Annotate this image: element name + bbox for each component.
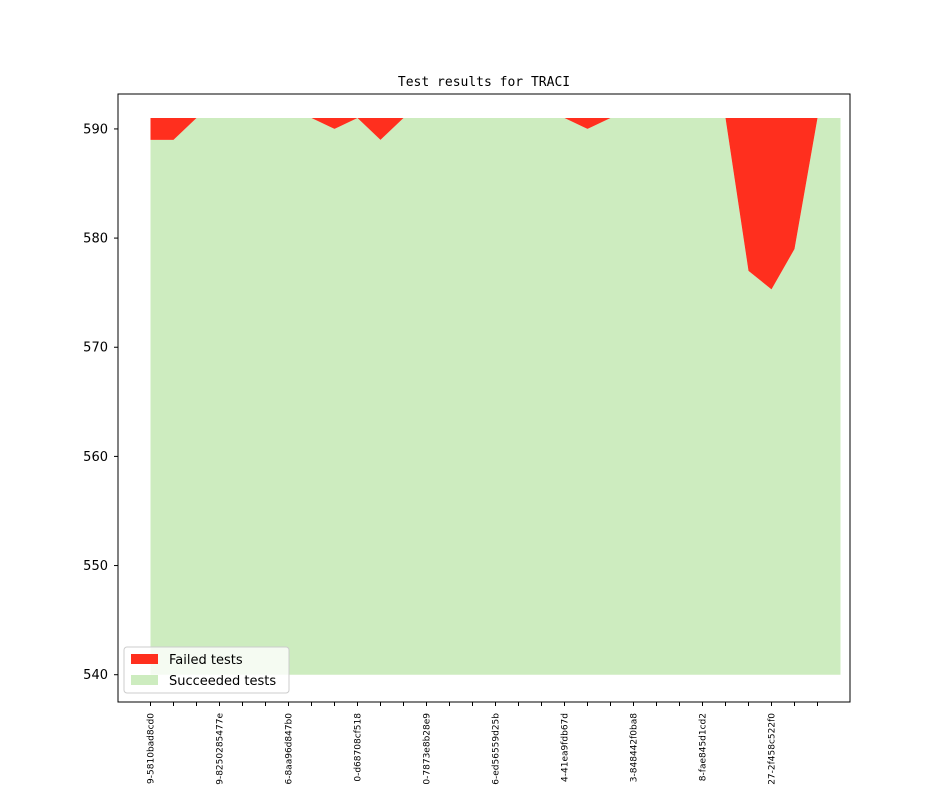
- x-tick-label: 27-2f458c522f0: [768, 713, 778, 785]
- y-tick-label: 540: [83, 668, 108, 683]
- chart-title: Test results for TRACI: [398, 75, 570, 90]
- failed-area: [150, 118, 841, 290]
- legend-swatch-failed: [131, 654, 158, 664]
- legend-label-failed: Failed tests: [169, 653, 243, 668]
- legend-label-succeeded: Succeeded tests: [169, 674, 276, 689]
- x-axis: 9-5810bad8cd0 9-8250285477e 6-8aa96d847b0 0…: [147, 702, 818, 785]
- legend: Failed tests Succeeded tests: [123, 646, 290, 694]
- y-tick-label: 570: [83, 341, 108, 356]
- y-tick-label: 590: [83, 122, 108, 137]
- y-tick-label: 550: [83, 559, 108, 574]
- succeeded-area: [150, 118, 841, 675]
- x-tick-label: 9-8250285477e: [216, 713, 226, 785]
- legend-box: [123, 646, 290, 694]
- x-tick-label: 6-8aa96d847b0: [285, 713, 295, 785]
- x-tick-label: 9-5810bad8cd0: [147, 713, 157, 784]
- x-tick-label: 4-41ea9fdb67d: [561, 713, 571, 782]
- x-tick-label: 3-848442f0ba8: [630, 713, 640, 782]
- y-tick-label: 560: [83, 450, 108, 465]
- legend-swatch-succeeded: [131, 675, 158, 685]
- x-tick-label: 6-ed56559d25b: [492, 713, 502, 785]
- y-axis: 540 550 560 570 580 590: [83, 122, 118, 683]
- y-tick-label: 580: [83, 232, 108, 247]
- x-tick-label: 8-fae845d1cd2: [699, 713, 709, 781]
- x-tick-label: 0-d68708cf518: [354, 713, 364, 782]
- x-tick-label: 0-7873e8b28e9: [423, 713, 433, 785]
- plot-area: [117, 93, 851, 703]
